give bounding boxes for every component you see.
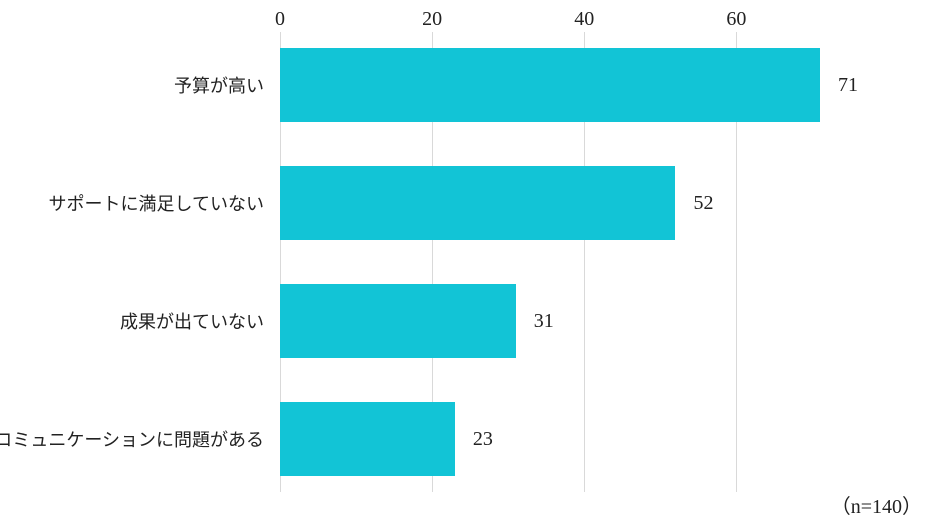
bar-row: 52: [280, 166, 713, 240]
bar-row: 31: [280, 284, 554, 358]
category-label: サポートに満足していない: [49, 190, 264, 216]
category-label: コミュニケーションに問題がある: [0, 426, 264, 452]
bar: [280, 166, 675, 240]
bar-value-label: 23: [473, 428, 493, 451]
horizontal-bar-chart: 0 20 40 60 予算が高い サポートに満足していない 成果が出ていない コ…: [0, 0, 934, 525]
bars-container: 71 52 31 23: [280, 48, 820, 508]
bar: [280, 284, 516, 358]
x-tick-label: 60: [726, 8, 746, 31]
x-tick-label: 0: [275, 8, 285, 31]
bar: [280, 402, 455, 476]
bar-row: 23: [280, 402, 493, 476]
bar-value-label: 71: [838, 74, 858, 97]
bar-value-label: 52: [693, 192, 713, 215]
category-label: 予算が高い: [174, 72, 264, 98]
x-tick-label: 40: [574, 8, 594, 31]
bar: [280, 48, 820, 122]
bar-row: 71: [280, 48, 858, 122]
bar-value-label: 31: [534, 310, 554, 333]
x-tick-label: 20: [422, 8, 442, 31]
sample-size-note: （n=140）: [831, 490, 922, 519]
category-label: 成果が出ていない: [120, 308, 264, 334]
